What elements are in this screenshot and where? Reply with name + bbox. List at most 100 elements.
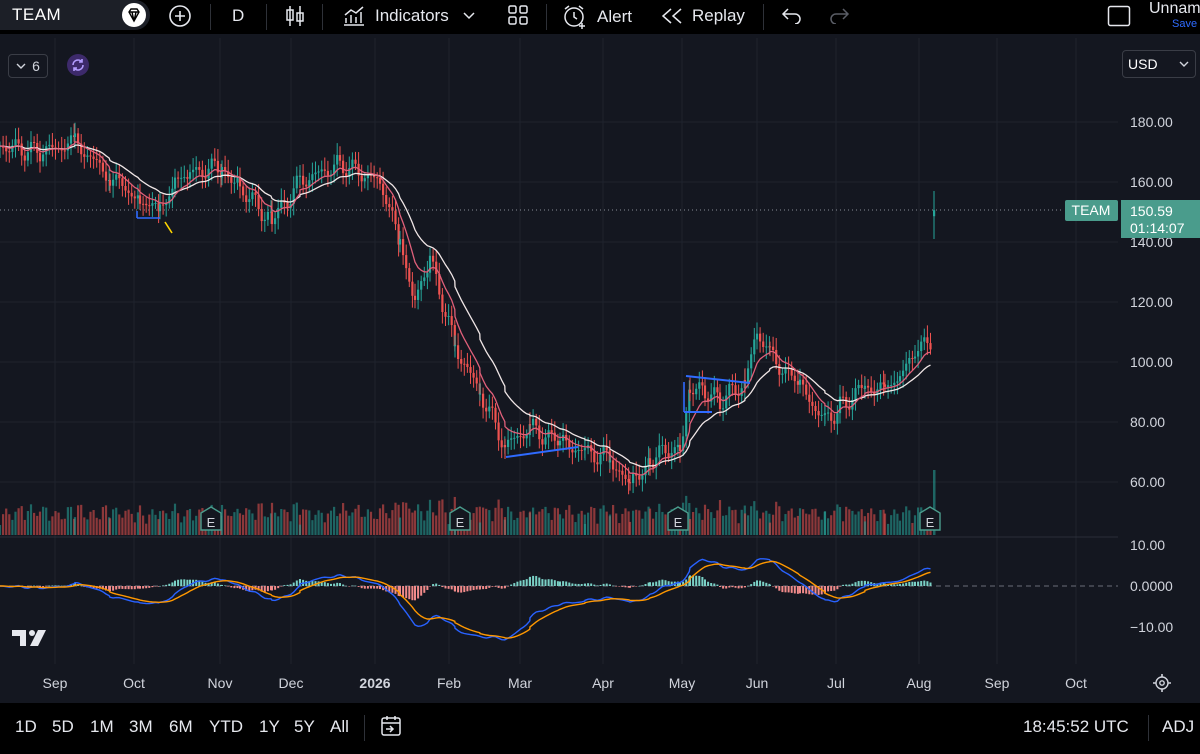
range-3m[interactable]: 3M [129, 717, 153, 736]
templates-button[interactable] [507, 4, 529, 26]
volume-bar [722, 515, 725, 535]
candle-body [227, 171, 230, 178]
range-all[interactable]: All [330, 717, 349, 736]
redo-button[interactable] [828, 6, 850, 24]
earnings-marker[interactable]: E [449, 506, 471, 531]
candle-body [183, 177, 186, 179]
volume-bar [354, 508, 357, 535]
candle-body [405, 255, 408, 269]
volume-bar [360, 516, 363, 535]
histogram-bar [460, 586, 463, 593]
chart-type-button[interactable] [284, 4, 306, 28]
candle-body [168, 196, 171, 204]
histogram-bar [216, 583, 219, 586]
earnings-marker[interactable]: E [667, 506, 689, 531]
redo-icon [830, 8, 850, 24]
candle-body [402, 239, 405, 256]
volume-bar [522, 510, 525, 535]
macd-tick: 0.0000 [1130, 578, 1173, 594]
goto-date-button[interactable] [379, 714, 403, 743]
bottom-toolbar: 1D 5D 1M 3M 6M YTD 1Y 5Y All 18:45:52 UT… [0, 703, 1200, 754]
earnings-marker[interactable]: E [919, 506, 941, 531]
candle-body [478, 393, 482, 395]
candle-body [550, 430, 553, 433]
date-axis[interactable]: Sep Oct Nov Dec 2026 Feb Mar Apr May Jun Jul Aug Sep… [43, 675, 1087, 691]
drawing-line[interactable] [685, 375, 751, 384]
volume-bar [423, 520, 426, 535]
drawing-line[interactable] [505, 446, 579, 458]
fullscreen-button[interactable] [1107, 5, 1131, 27]
undo-button[interactable] [781, 6, 803, 24]
interval-collapse-button[interactable]: 6 [8, 54, 48, 78]
candle-body [157, 202, 160, 212]
candle-body [688, 389, 692, 393]
currency-select[interactable]: USD [1122, 50, 1196, 78]
volume-bar [329, 510, 333, 535]
candle-body [463, 363, 466, 365]
histogram-bar [854, 582, 857, 586]
macd-axis[interactable]: 10.00 0.0000 −10.00 [1130, 537, 1173, 635]
histogram-bar [323, 582, 326, 586]
volume-bar [286, 512, 289, 535]
compare-symbol-button[interactable] [168, 4, 192, 28]
range-1m[interactable]: 1M [90, 717, 114, 736]
diamond-icon[interactable] [122, 3, 146, 27]
currency-label: USD [1128, 56, 1158, 72]
trend-drawings[interactable] [136, 211, 751, 458]
volume-bar [820, 519, 823, 535]
drawing-line[interactable] [164, 221, 173, 234]
save-status[interactable]: Save [1172, 18, 1198, 30]
histogram-bar [817, 586, 820, 595]
replay-button[interactable]: Replay [661, 6, 745, 26]
histogram-bar [655, 581, 658, 586]
histogram-bar [63, 585, 66, 587]
range-6m[interactable]: 6M [169, 717, 193, 736]
volume-bar [242, 514, 245, 535]
candle-body [130, 192, 133, 197]
candle-body [728, 383, 731, 396]
histogram-bar [568, 582, 571, 586]
alert-button[interactable]: Alert [562, 4, 632, 30]
range-5y[interactable]: 5Y [294, 717, 315, 736]
range-1y[interactable]: 1Y [259, 717, 280, 736]
volume-bar [544, 506, 547, 535]
range-ytd[interactable]: YTD [209, 717, 243, 736]
candle-body [51, 144, 54, 148]
histogram-bar [142, 586, 145, 589]
volume-bar [590, 506, 593, 535]
clock-display[interactable]: 18:45:52 UTC [1023, 717, 1129, 736]
earnings-marker[interactable]: E [200, 506, 222, 531]
indicators-button[interactable]: Indicators [342, 5, 475, 27]
volume-bar [784, 514, 787, 535]
range-1d[interactable]: 1D [15, 717, 37, 736]
interval-button[interactable]: D [232, 6, 244, 26]
volume-bar [635, 509, 638, 535]
sync-button[interactable] [67, 54, 89, 76]
ema-slow-line [0, 144, 931, 468]
symbol-search[interactable]: TEAM [0, 0, 150, 30]
volume-bar [556, 508, 559, 535]
histogram-bar [728, 586, 731, 588]
volume-bar [644, 511, 647, 535]
date-tick: Nov [208, 675, 233, 691]
range-5d[interactable]: 5D [52, 717, 74, 736]
tradingview-logo[interactable] [12, 630, 46, 646]
volume-bar [397, 504, 400, 535]
divider [364, 715, 365, 741]
volume-bar [323, 522, 326, 535]
histogram-bar [201, 581, 204, 586]
gear-icon[interactable] [1153, 674, 1171, 692]
adj-toggle[interactable]: ADJ [1162, 717, 1195, 736]
chart-canvas[interactable]: 180.00160.00140.00120.00100.0080.0060.00… [0, 38, 1200, 702]
candle-body [568, 440, 571, 450]
candle-body [494, 407, 497, 423]
histogram-bar [775, 586, 778, 589]
volume-bar [394, 502, 397, 535]
grid-icon [508, 5, 528, 25]
layout-name[interactable]: Unnam [1149, 0, 1200, 17]
histogram-bar [605, 583, 608, 586]
histogram-bar [115, 586, 118, 590]
chart-area[interactable]: 180.00 160.00 140.00 120.00 100.00 80.00 60.00… [0, 38, 1200, 702]
